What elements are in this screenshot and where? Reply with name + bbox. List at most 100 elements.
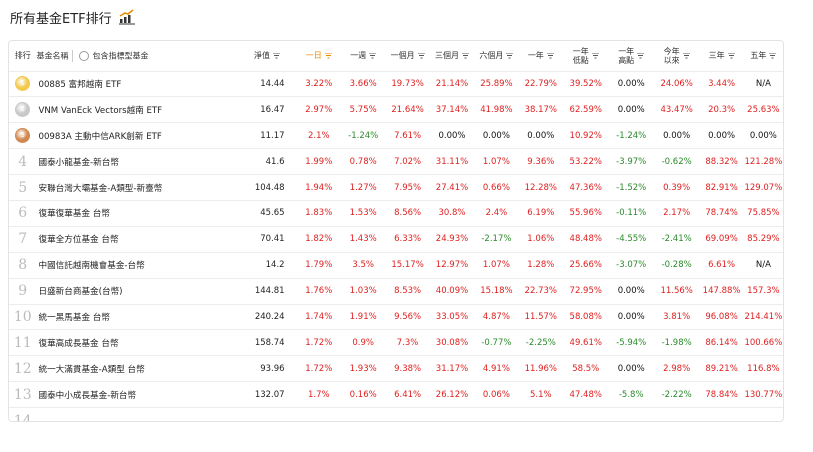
nav-cell: 144.81 xyxy=(237,278,296,304)
table-row[interactable]: 14 xyxy=(9,408,783,422)
m3-cell: 31.17% xyxy=(430,356,474,382)
chart-icon[interactable] xyxy=(118,9,136,25)
y3-cell: 0.00% xyxy=(699,123,743,149)
table-row[interactable]: 8 中國信託越南機會基金-台幣 14.2 1.79% 3.5% 15.17% 12.97% 1… xyxy=(9,252,783,278)
m6-cell: -2.17% xyxy=(474,226,518,252)
table-row[interactable]: 1 00885 富邦越南 ETF 14.44 3.22% 3.66% 19.73% 21.1… xyxy=(9,71,783,97)
table-row[interactable]: 9 日盛新台商基金(台幣) 144.81 1.76% 1.03% 8.53% 40.09% 1… xyxy=(9,278,783,304)
divider xyxy=(72,50,73,62)
fund-name-link[interactable]: 復華全方位基金 台幣 xyxy=(36,226,237,252)
y5-cell: 121.28% xyxy=(744,149,783,175)
table-row[interactable]: 10 統一黑馬基金 台幣 240.24 1.74% 1.91% 9.56% 33.05% 4.… xyxy=(9,304,783,330)
rank-cell: 6 xyxy=(9,200,36,226)
y1low-header[interactable]: 一年 低點 xyxy=(563,41,608,71)
nav-header[interactable]: 淨值 xyxy=(237,41,296,71)
table-row[interactable]: 2 VNM VanEck Vectors越南 ETF 16.47 2.97% 5.75%… xyxy=(9,97,783,123)
table-row[interactable]: 5 安聯台灣大壩基金-A類型-新臺幣 104.48 1.94% 1.27% 7.95% 27… xyxy=(9,175,783,201)
m3-cell: 30.8% xyxy=(430,200,474,226)
include-index-label[interactable]: 包含指標型基金 xyxy=(92,51,148,60)
ytd-cell: 0.00% xyxy=(654,123,699,149)
y3-header[interactable]: 三年 xyxy=(699,41,743,71)
y1low-cell: 25.66% xyxy=(563,252,608,278)
filter-icon xyxy=(369,53,376,59)
fund-name-link[interactable]: 中國信託越南機會基金-台幣 xyxy=(36,252,237,278)
filter-icon xyxy=(683,53,690,59)
y1-cell: 1.06% xyxy=(519,226,563,252)
m6-cell: 1.07% xyxy=(474,252,518,278)
m3-header[interactable]: 三個月 xyxy=(430,41,474,71)
fund-name-link[interactable] xyxy=(36,408,237,422)
fund-name-link[interactable]: 復華高成長基金 台幣 xyxy=(36,330,237,356)
table-row[interactable]: 12 統一大滿貫基金-A類型 台幣 93.96 1.72% 1.93% 9.38% 31.1… xyxy=(9,356,783,382)
y1-cell: -2.25% xyxy=(519,330,563,356)
m6-cell xyxy=(474,408,518,422)
d1-header[interactable]: 一日 xyxy=(297,41,341,71)
rank-cell: 11 xyxy=(9,330,36,356)
d1-cell: 1.94% xyxy=(297,175,341,201)
table-header-row: 排行 基金名稱 包含指標型基金 淨值 一日 一週 一個月 三個月 六個月 一年 一… xyxy=(9,41,783,71)
ranking-table-panel: 排行 基金名稱 包含指標型基金 淨值 一日 一週 一個月 三個月 六個月 一年 一… xyxy=(8,40,784,422)
table-row[interactable]: 4 國泰小龍基金-新台幣 41.6 1.99% 0.78% 7.02% 31.11% 1.07… xyxy=(9,149,783,175)
w1-cell: 0.16% xyxy=(341,382,385,408)
y1-header[interactable]: 一年 xyxy=(519,41,563,71)
y1high-header[interactable]: 一年 高點 xyxy=(608,41,653,71)
y1high-cell: -1.24% xyxy=(608,123,653,149)
fund-name-link[interactable]: 國泰中小成長基金-新台幣 xyxy=(36,382,237,408)
m1-header[interactable]: 一個月 xyxy=(385,41,429,71)
nav-cell xyxy=(237,408,296,422)
fund-name-link[interactable]: 國泰小龍基金-新台幣 xyxy=(36,149,237,175)
table-row[interactable]: 7 復華全方位基金 台幣 70.41 1.82% 1.43% 6.33% 24.93% -2.… xyxy=(9,226,783,252)
fund-name-link[interactable]: 復華復華基金 台幣 xyxy=(36,200,237,226)
fund-name-link[interactable]: 00885 富邦越南 ETF xyxy=(36,71,237,97)
fund-name-link[interactable]: 統一大滿貫基金-A類型 台幣 xyxy=(36,356,237,382)
m3-cell: 27.41% xyxy=(430,175,474,201)
fund-name-link[interactable]: VNM VanEck Vectors越南 ETF xyxy=(36,97,237,123)
y5-cell: 214.41% xyxy=(744,304,783,330)
y1low-cell: 10.92% xyxy=(563,123,608,149)
m6-cell: 0.00% xyxy=(474,123,518,149)
w1-cell: 5.75% xyxy=(341,97,385,123)
ytd-cell: 3.81% xyxy=(654,304,699,330)
rank-cell: 10 xyxy=(9,304,36,330)
m6-cell: 2.4% xyxy=(474,200,518,226)
y3-cell: 89.21% xyxy=(699,356,743,382)
nav-cell: 70.41 xyxy=(237,226,296,252)
d1-cell: 1.79% xyxy=(297,252,341,278)
y5-header[interactable]: 五年 xyxy=(744,41,783,71)
w1-cell: 1.43% xyxy=(341,226,385,252)
table-row[interactable]: 3 00983A 主動中信ARK創新 ETF 11.17 2.1% -1.24% 7.61… xyxy=(9,123,783,149)
ytd-cell: 0.39% xyxy=(654,175,699,201)
y3-cell: 20.3% xyxy=(699,97,743,123)
rank-cell: 14 xyxy=(9,408,36,422)
y1-cell: 0.00% xyxy=(519,123,563,149)
y1low-cell: 72.95% xyxy=(563,278,608,304)
m1-cell: 7.3% xyxy=(385,330,429,356)
nav-cell: 104.48 xyxy=(237,175,296,201)
nav-cell: 11.17 xyxy=(237,123,296,149)
y3-cell: 86.14% xyxy=(699,330,743,356)
y1-cell: 6.19% xyxy=(519,200,563,226)
fund-name-link[interactable]: 統一黑馬基金 台幣 xyxy=(36,304,237,330)
nav-cell: 45.65 xyxy=(237,200,296,226)
nav-cell: 41.6 xyxy=(237,149,296,175)
w1-cell xyxy=(341,408,385,422)
d1-cell: 1.7% xyxy=(297,382,341,408)
y1high-cell xyxy=(608,408,653,422)
w1-header[interactable]: 一週 xyxy=(341,41,385,71)
fund-name-link[interactable]: 安聯台灣大壩基金-A類型-新臺幣 xyxy=(36,175,237,201)
w1-cell: 0.78% xyxy=(341,149,385,175)
rank-medal-cell: 2 xyxy=(9,97,36,123)
table-row[interactable]: 6 復華復華基金 台幣 45.65 1.83% 1.53% 8.56% 30.8% 2.4% 6… xyxy=(9,200,783,226)
y5-cell: 0.00% xyxy=(744,123,783,149)
y1low-cell: 39.52% xyxy=(563,71,608,97)
m6-header[interactable]: 六個月 xyxy=(474,41,518,71)
ytd-header[interactable]: 今年 以來 xyxy=(654,41,699,71)
m1-cell: 6.41% xyxy=(385,382,429,408)
include-index-checkbox[interactable] xyxy=(79,51,89,61)
nav-cell: 16.47 xyxy=(237,97,296,123)
m1-cell: 6.33% xyxy=(385,226,429,252)
table-row[interactable]: 11 復華高成長基金 台幣 158.74 1.72% 0.9% 7.3% 30.08% -0.… xyxy=(9,330,783,356)
table-row[interactable]: 13 國泰中小成長基金-新台幣 132.07 1.7% 0.16% 6.41% 26.12%… xyxy=(9,382,783,408)
fund-name-link[interactable]: 00983A 主動中信ARK創新 ETF xyxy=(36,123,237,149)
fund-name-link[interactable]: 日盛新台商基金(台幣) xyxy=(36,278,237,304)
